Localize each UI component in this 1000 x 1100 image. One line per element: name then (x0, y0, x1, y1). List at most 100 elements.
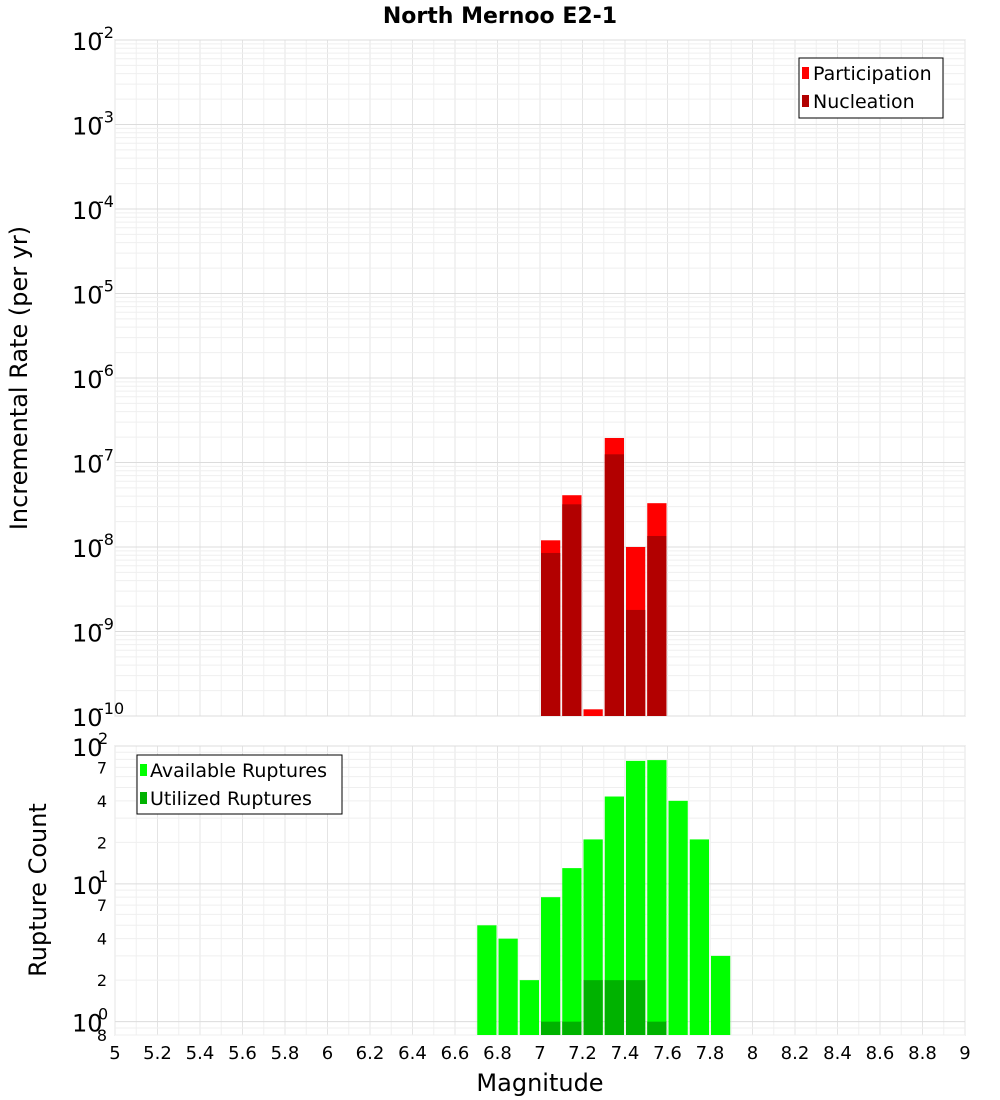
x-tick-label: 8.8 (908, 1043, 937, 1064)
count-y-tick-exponent: 0 (98, 1005, 108, 1024)
rate-y-tick-exponent: -4 (98, 192, 114, 211)
count-y-tick-label: 10 (72, 1010, 103, 1038)
x-tick-label: 5 (109, 1043, 120, 1064)
count-bar-available-ruptures (711, 955, 731, 1035)
rate-y-tick-exponent: -7 (98, 446, 114, 465)
x-tick-label: 7.4 (611, 1043, 640, 1064)
rate-y-tick-label: 10 (72, 197, 103, 225)
rate-y-tick-label: 10 (72, 535, 103, 563)
x-tick-label: 9 (959, 1043, 970, 1064)
count-bar-utilized-ruptures (604, 980, 624, 1035)
rate-y-tick-label: 10 (72, 704, 103, 732)
rate-grid (114, 39, 966, 717)
utilized-legend-swatch (140, 792, 147, 804)
count-y-minor-label: 7 (97, 758, 107, 777)
rate-bar-nucleation (541, 552, 561, 716)
rate-bars (541, 437, 667, 716)
available-legend-swatch (140, 764, 147, 776)
utilized-legend-label: Utilized Ruptures (150, 788, 312, 810)
rate-legend: Participation Nucleation (798, 57, 944, 119)
count-y-minor-label: 4 (97, 930, 107, 949)
count-bar-available-ruptures (647, 760, 667, 1035)
chart-title: North Mernoo E2-1 (383, 4, 617, 29)
count-bar-available-ruptures (541, 897, 561, 1035)
count-y-tick-label: 10 (72, 734, 103, 762)
available-legend-label: Available Ruptures (150, 760, 327, 782)
rate-y-tick-label: 10 (72, 366, 103, 394)
x-tick-label: 6.2 (356, 1043, 385, 1064)
rate-bar-nucleation (562, 504, 582, 716)
rate-y-tick-label: 10 (72, 28, 103, 56)
rate-bar-nucleation (604, 454, 624, 716)
count-bars (477, 760, 731, 1035)
x-tick-label: 7.6 (653, 1043, 682, 1064)
x-axis-label: Magnitude (476, 1069, 603, 1097)
count-y-minor-label: 2 (97, 833, 107, 852)
rate-bar-nucleation (647, 535, 667, 716)
count-y-minor-label: 8 (97, 1026, 107, 1045)
rate-y-tick-exponent: -10 (98, 699, 124, 718)
count-bar-available-ruptures (477, 925, 497, 1035)
x-tick-label: 8.6 (866, 1043, 895, 1064)
x-tick-label: 7.8 (696, 1043, 725, 1064)
x-tick-label: 6.6 (441, 1043, 470, 1064)
count-y-tick-exponent: 1 (98, 867, 108, 886)
x-axis-ticks: 5 5.2 5.4 5.6 5.8 6 6.2 6.4 6.6 6.8 7 7.2 7.4 7.6 7.8 8… (109, 1043, 970, 1064)
x-tick-label: 6 (322, 1043, 333, 1064)
rate-y-tick-label: 10 (72, 113, 103, 141)
rate-bar-nucleation (626, 609, 646, 716)
rate-y-tick-exponent: -6 (98, 361, 114, 380)
rate-y-tick-exponent: -9 (98, 615, 114, 634)
count-y-minor-label: 2 (97, 971, 107, 990)
count-bar-utilized-ruptures (562, 1021, 582, 1035)
participation-legend-swatch (802, 67, 809, 79)
nucleation-legend-swatch (802, 95, 809, 107)
x-tick-label: 6.8 (483, 1043, 512, 1064)
x-tick-label: 5.6 (228, 1043, 257, 1064)
count-bar-available-ruptures (498, 938, 518, 1035)
count-bar-available-ruptures (519, 980, 539, 1035)
rate-bar-participation (583, 709, 603, 716)
x-tick-label: 7 (534, 1043, 545, 1064)
rate-y-tick-exponent: -8 (98, 530, 114, 549)
rate-legend-box (798, 57, 944, 119)
count-bar-available-ruptures (562, 868, 582, 1035)
x-tick-label: 5.2 (143, 1043, 172, 1064)
x-tick-label: 7.2 (568, 1043, 597, 1064)
count-y-minor-label: 7 (97, 896, 107, 915)
x-tick-label: 8.2 (781, 1043, 810, 1064)
x-tick-label: 5.4 (186, 1043, 215, 1064)
rate-y-tick-exponent: -2 (98, 23, 114, 42)
rate-y-tick-exponent: -3 (98, 108, 114, 127)
x-tick-label: 5.8 (271, 1043, 300, 1064)
rate-y-tick-label: 10 (72, 282, 103, 310)
count-bar-utilized-ruptures (626, 980, 646, 1035)
count-bar-available-ruptures (626, 760, 646, 1035)
count-bar-available-ruptures (689, 839, 709, 1035)
rate-y-tick-label: 10 (72, 620, 103, 648)
count-y-tick-label: 10 (72, 872, 103, 900)
count-y-tick-exponent: 2 (98, 729, 108, 748)
count-bar-utilized-ruptures (541, 1021, 561, 1035)
count-bar-utilized-ruptures (583, 980, 603, 1035)
x-tick-label: 8.4 (823, 1043, 852, 1064)
count-y-minor-label: 4 (97, 792, 107, 811)
count-legend-box (136, 754, 343, 815)
rate-y-axis-label: Incremental Rate (per yr) (5, 226, 33, 530)
count-bar-available-ruptures (604, 796, 624, 1035)
count-bar-available-ruptures (668, 800, 688, 1035)
rate-y-tick-exponent: -5 (98, 277, 114, 296)
rate-y-tick-label: 10 (72, 451, 103, 479)
count-bar-utilized-ruptures (647, 1021, 667, 1035)
x-tick-label: 8 (747, 1043, 758, 1064)
participation-legend-label: Participation (813, 63, 932, 85)
x-tick-label: 6.4 (398, 1043, 427, 1064)
count-legend: Available Ruptures Utilized Ruptures (136, 754, 343, 815)
count-y-axis-label: Rupture Count (24, 803, 52, 977)
nucleation-legend-label: Nucleation (813, 91, 915, 113)
